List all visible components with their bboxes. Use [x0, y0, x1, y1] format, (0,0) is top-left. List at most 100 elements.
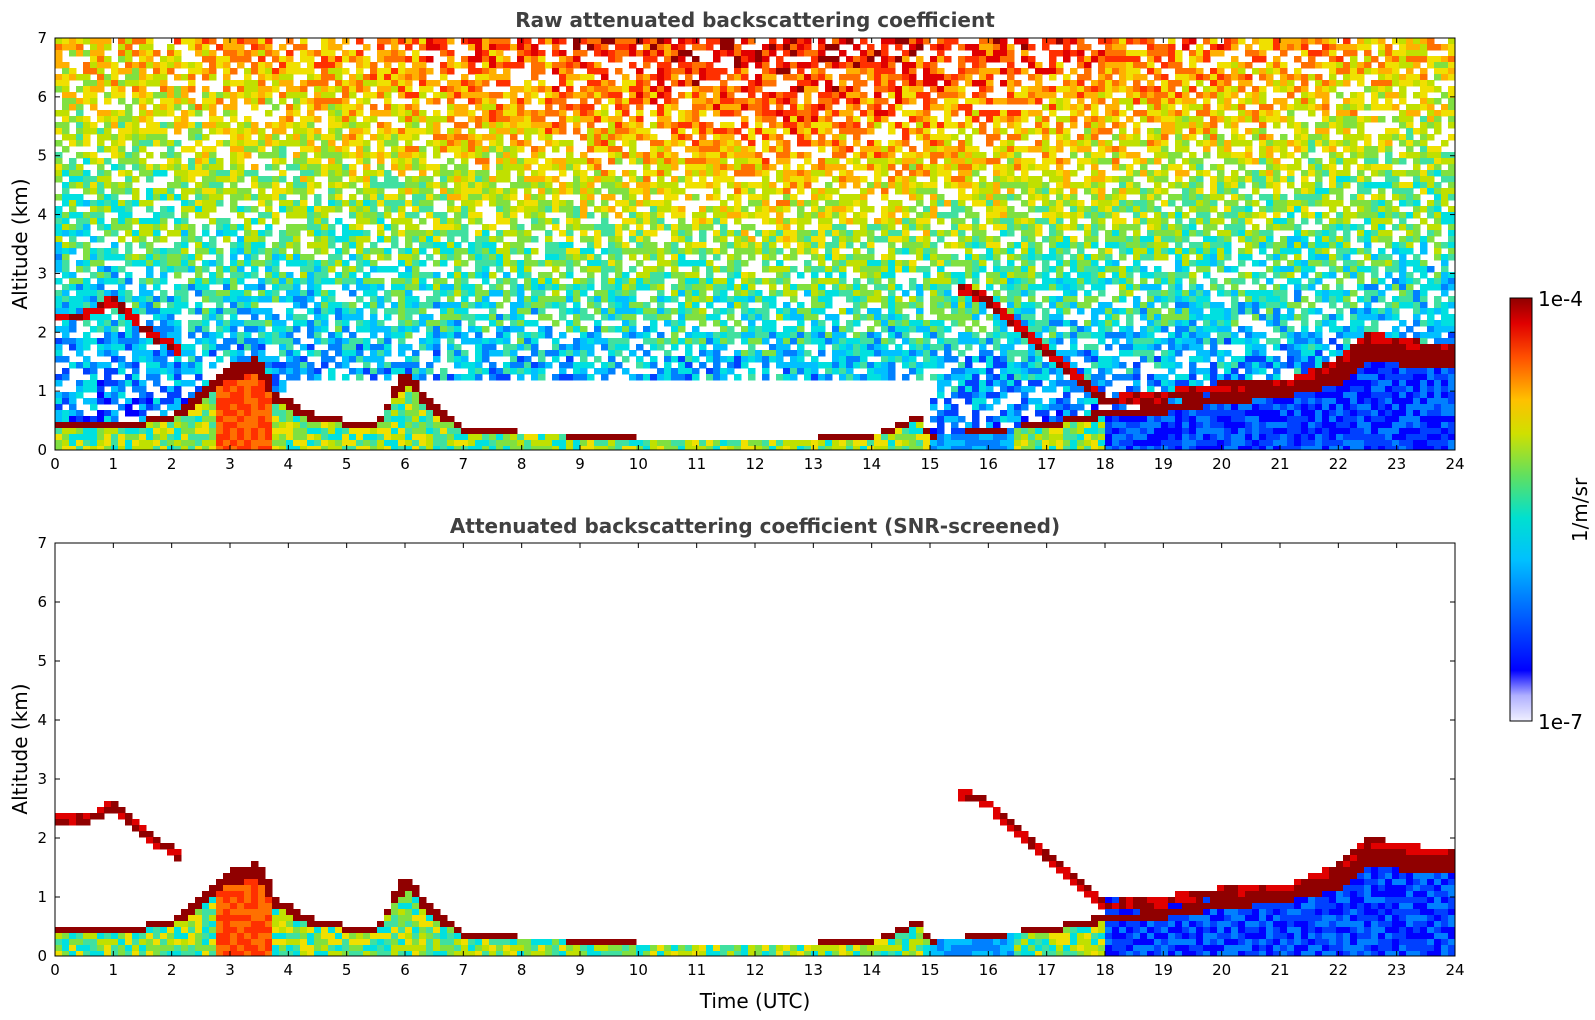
heatmap-cell [272, 440, 280, 447]
heatmap-cell [265, 92, 273, 99]
heatmap-cell [370, 182, 378, 189]
heatmap-cell [517, 314, 525, 321]
heatmap-cell [160, 416, 168, 423]
heatmap-cell [146, 290, 154, 297]
heatmap-cell [447, 332, 455, 339]
heatmap-cell [167, 368, 175, 375]
heatmap-cell [720, 248, 728, 255]
heatmap-cell [209, 350, 217, 357]
heatmap-cell [398, 344, 406, 351]
heatmap-cell [559, 296, 567, 303]
heatmap-cell [76, 218, 84, 225]
heatmap-cell [489, 428, 497, 435]
heatmap-cell [160, 104, 168, 111]
heatmap-cell [538, 302, 546, 309]
heatmap-cell [489, 440, 497, 447]
heatmap-cell [426, 440, 434, 447]
heatmap-cell [279, 272, 287, 279]
heatmap-cell [664, 164, 672, 171]
heatmap-cell [97, 68, 105, 75]
heatmap-cell [657, 176, 665, 183]
heatmap-cell [713, 290, 721, 297]
heatmap-cell [251, 248, 259, 255]
heatmap-cell [335, 86, 343, 93]
heatmap-cell [55, 86, 63, 93]
heatmap-cell [510, 218, 518, 225]
heatmap-cell [153, 302, 161, 309]
heatmap-cell [594, 146, 602, 153]
heatmap-cell [69, 278, 77, 285]
heatmap-cell [202, 68, 210, 75]
heatmap-cell [167, 158, 175, 165]
heatmap-cell [671, 50, 679, 57]
heatmap-cell [664, 224, 672, 231]
heatmap-cell [769, 128, 777, 135]
heatmap-cell [727, 50, 735, 57]
heatmap-cell [202, 74, 210, 81]
heatmap-cell [363, 284, 371, 291]
heatmap-cell [741, 188, 749, 195]
heatmap-cell [237, 272, 245, 279]
heatmap-cell [419, 44, 427, 51]
heatmap-cell [580, 308, 588, 315]
heatmap-cell [139, 326, 147, 333]
heatmap-cell [573, 170, 581, 177]
heatmap-cell [167, 230, 175, 237]
heatmap-cell [300, 128, 308, 135]
heatmap-cell [132, 314, 140, 321]
heatmap-cell [720, 134, 728, 141]
heatmap-cell [636, 224, 644, 231]
heatmap-cell [503, 146, 511, 153]
heatmap-cell [650, 338, 658, 345]
heatmap-cell [69, 170, 77, 177]
heatmap-cell [153, 104, 161, 111]
heatmap-cell [538, 290, 546, 297]
heatmap-cell [90, 302, 98, 309]
heatmap-cell [741, 212, 749, 219]
heatmap-cell [181, 254, 189, 261]
heatmap-cell [384, 350, 392, 357]
heatmap-cell [216, 248, 224, 255]
heatmap-cell [328, 446, 336, 450]
heatmap-cell [356, 80, 364, 87]
heatmap-cell [118, 170, 126, 177]
heatmap-cell [573, 314, 581, 321]
heatmap-cell [475, 104, 483, 111]
heatmap-cell [671, 242, 679, 249]
heatmap-cell [300, 416, 308, 423]
heatmap-cell [370, 248, 378, 255]
heatmap-cell [97, 248, 105, 255]
heatmap-cell [223, 218, 231, 225]
heatmap-cell [146, 404, 154, 411]
heatmap-cell [69, 296, 77, 303]
heatmap-cell [146, 116, 154, 123]
heatmap-cell [720, 266, 728, 273]
heatmap-cell [650, 98, 658, 105]
heatmap-cell [104, 302, 112, 309]
heatmap-cell [174, 404, 182, 411]
heatmap-cell [419, 440, 427, 447]
heatmap-cell [146, 338, 154, 345]
heatmap-cell [342, 314, 350, 321]
heatmap-cell [181, 404, 189, 411]
heatmap-cell [160, 260, 168, 267]
heatmap-cell [104, 266, 112, 273]
heatmap-cell [244, 194, 252, 201]
heatmap-cell [146, 248, 154, 255]
heatmap-cell [321, 164, 329, 171]
heatmap-cell [55, 50, 63, 57]
heatmap-cell [713, 98, 721, 105]
heatmap-cell [321, 140, 329, 147]
heatmap-cell [720, 206, 728, 213]
heatmap-cell [76, 110, 84, 117]
heatmap-cell [552, 158, 560, 165]
heatmap-cell [125, 260, 133, 267]
heatmap-cell [398, 68, 406, 75]
heatmap-cell [55, 212, 63, 219]
heatmap-cell [510, 290, 518, 297]
heatmap-cell [475, 86, 483, 93]
heatmap-cell [531, 224, 539, 231]
heatmap-cell [286, 422, 294, 429]
heatmap-cell [678, 374, 686, 381]
heatmap-cell [321, 50, 329, 57]
